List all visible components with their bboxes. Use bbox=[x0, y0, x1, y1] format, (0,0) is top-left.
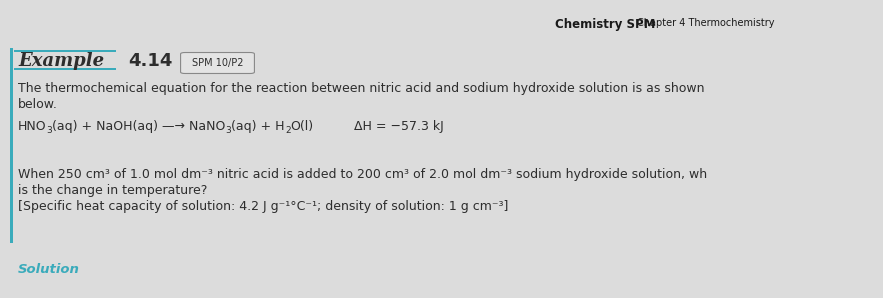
Text: 3: 3 bbox=[47, 126, 52, 135]
Text: 3: 3 bbox=[226, 126, 231, 135]
Text: Example: Example bbox=[18, 52, 104, 70]
Text: [Specific heat capacity of solution: 4.2 J g⁻¹°C⁻¹; density of solution: 1 g cm⁻: [Specific heat capacity of solution: 4.2… bbox=[18, 200, 509, 213]
Text: O(l): O(l) bbox=[291, 120, 313, 133]
Text: ΔH = −57.3 kJ: ΔH = −57.3 kJ bbox=[354, 120, 443, 133]
Text: Solution: Solution bbox=[18, 263, 79, 276]
Text: The thermochemical equation for the reaction between nitric acid and sodium hydr: The thermochemical equation for the reac… bbox=[18, 82, 705, 95]
Text: Chemistry SPM: Chemistry SPM bbox=[555, 18, 655, 31]
Bar bbox=[14, 68, 116, 70]
Text: is the change in temperature?: is the change in temperature? bbox=[18, 184, 208, 197]
Text: Chapter 4 Thermochemistry: Chapter 4 Thermochemistry bbox=[637, 18, 774, 28]
FancyBboxPatch shape bbox=[181, 52, 254, 74]
Text: 2: 2 bbox=[285, 126, 291, 135]
Text: When 250 cm³ of 1.0 mol dm⁻³ nitric acid is added to 200 cm³ of 2.0 mol dm⁻³ sod: When 250 cm³ of 1.0 mol dm⁻³ nitric acid… bbox=[18, 168, 707, 181]
Text: 4.14: 4.14 bbox=[128, 52, 172, 70]
Text: (aq) + H: (aq) + H bbox=[231, 120, 285, 133]
Bar bbox=[10, 48, 13, 243]
Text: HNO: HNO bbox=[18, 120, 47, 133]
Text: (aq) + NaOH(aq) —→ NaNO: (aq) + NaOH(aq) —→ NaNO bbox=[52, 120, 226, 133]
Text: below.: below. bbox=[18, 98, 58, 111]
Text: SPM 10/P2: SPM 10/P2 bbox=[192, 58, 243, 68]
Bar bbox=[14, 50, 116, 52]
